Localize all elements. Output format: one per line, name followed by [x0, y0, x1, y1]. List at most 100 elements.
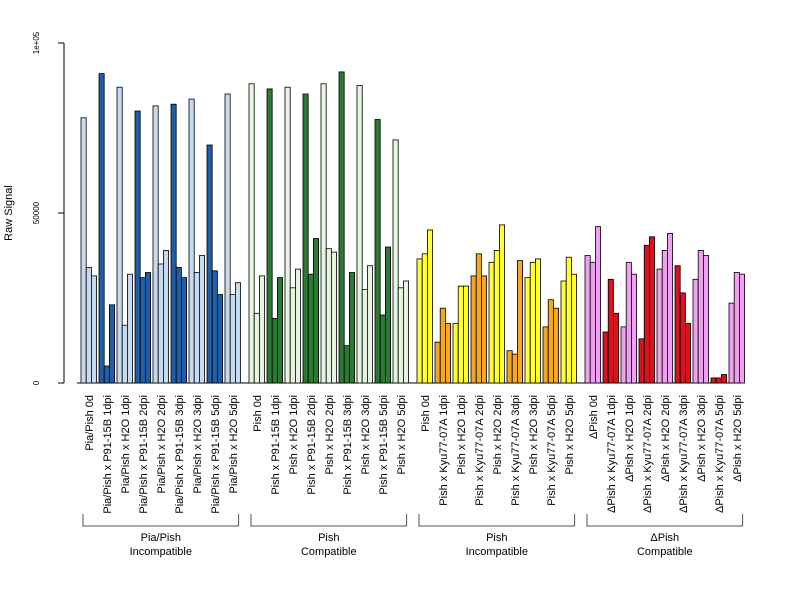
- bar: [103, 365, 110, 384]
- bar: [715, 377, 722, 384]
- bar: [320, 83, 327, 384]
- bar: [506, 350, 513, 384]
- group-bracket: [250, 514, 408, 527]
- group-label-line2: Incompatible: [130, 546, 192, 558]
- bar: [348, 272, 355, 384]
- sample-label: ΔPish x H2O 5dpi: [732, 395, 744, 482]
- bar: [649, 236, 656, 384]
- bar: [289, 287, 296, 384]
- bar: [338, 71, 345, 384]
- bar: [613, 312, 620, 384]
- group-bracket: [418, 514, 576, 527]
- sample-label: Pish x H2O 5dpi: [396, 395, 408, 474]
- bar: [631, 273, 638, 384]
- bar: [294, 268, 301, 384]
- sample-label: Pia/Pish x H2O 2dpi: [156, 395, 168, 493]
- bar: [560, 280, 567, 384]
- sample-label: Pia/Pish x P91-15B 3dpi: [174, 395, 186, 514]
- bar: [234, 282, 241, 384]
- bar: [229, 294, 236, 384]
- bar: [444, 323, 451, 384]
- bar: [343, 345, 350, 384]
- bar: [392, 139, 399, 384]
- group-label-line2: Incompatible: [466, 546, 528, 558]
- group-bracket: [82, 514, 240, 527]
- bar: [157, 263, 164, 384]
- sample-label: Pia/Pish x H2O 1dpi: [120, 395, 132, 493]
- bar: [366, 265, 373, 384]
- group-bracket: [586, 514, 744, 527]
- bar: [312, 238, 319, 384]
- sample-label: Pish x P91-15B 3dpi: [342, 395, 354, 495]
- bar: [721, 374, 728, 384]
- sample-label: Pish x Kyu77-07A 2dpi: [474, 395, 486, 506]
- bar: [271, 317, 278, 384]
- bar: [80, 117, 87, 384]
- bar: [253, 312, 260, 384]
- bar: [175, 266, 182, 384]
- bar: [674, 265, 681, 384]
- sample-label: Pish x H2O 3dpi: [360, 395, 372, 474]
- bar: [248, 83, 255, 384]
- bar: [710, 377, 717, 384]
- bar: [542, 326, 549, 384]
- bar: [498, 224, 505, 384]
- bar: [733, 272, 740, 384]
- bar: [198, 255, 205, 384]
- group-label-line2: Compatible: [301, 546, 357, 558]
- bar: [258, 275, 265, 384]
- bar: [152, 105, 159, 384]
- group-brackets: Pia/Pish Incompatible Pish Compatible Pish In…: [82, 514, 744, 558]
- y-tick-label: 0: [32, 380, 41, 385]
- group-label-line1: ΔPish: [650, 532, 679, 544]
- bar: [216, 294, 223, 384]
- sample-label: Pish x H2O 2dpi: [324, 395, 336, 474]
- sample-label: ΔPish x Kyu77-07A 5dpi: [714, 395, 726, 513]
- bar: [692, 278, 699, 384]
- sample-label: Pish 0d: [252, 395, 264, 432]
- group-label-line1: Pish: [486, 532, 507, 544]
- y-axis-label: Raw Signal: [3, 185, 15, 241]
- bar: [547, 299, 554, 384]
- sample-label: ΔPish x Kyu77-07A 2dpi: [642, 395, 654, 513]
- bar: [180, 277, 187, 384]
- bar: [361, 289, 368, 384]
- bar: [302, 93, 309, 384]
- bar: [470, 275, 477, 384]
- bar: [402, 280, 409, 384]
- sample-label: ΔPish x H2O 3dpi: [696, 395, 708, 482]
- sample-label: ΔPish x Kyu77-07A 1dpi: [606, 395, 618, 513]
- sample-label: Pia/Pish x P91-15B 2dpi: [138, 395, 150, 514]
- bar: [426, 229, 433, 384]
- bar: [524, 277, 531, 384]
- bar: [480, 275, 487, 384]
- bar: [434, 341, 441, 384]
- bar: [139, 277, 146, 384]
- sample-label: ΔPish 0d: [588, 395, 600, 439]
- bar: [685, 323, 692, 384]
- bar: [144, 272, 151, 384]
- sample-label: Pia/Pish x H2O 5dpi: [228, 395, 240, 493]
- sample-label: Pish x H2O 1dpi: [456, 395, 468, 474]
- bar: [307, 273, 314, 384]
- group-label-line1: Pia/Pish: [141, 532, 181, 544]
- bar: [325, 248, 332, 384]
- bar: [643, 244, 650, 384]
- bar: [170, 103, 177, 384]
- sample-label: Pish x Kyu77-07A 1dpi: [438, 395, 450, 506]
- bar: [109, 304, 116, 384]
- sample-label: ΔPish x Kyu77-07A 3dpi: [678, 395, 690, 513]
- bar: [397, 287, 404, 384]
- bar: [224, 93, 231, 384]
- bar: [667, 232, 674, 384]
- bar: [553, 307, 560, 384]
- sample-label: Pia/Pish x H2O 3dpi: [192, 395, 204, 493]
- sample-label: Pia/Pish x P91-15B 1dpi: [102, 395, 114, 514]
- bar: [602, 331, 609, 384]
- bar: [511, 353, 518, 384]
- bar: [697, 249, 704, 384]
- bar: [703, 255, 710, 384]
- bar: [276, 277, 283, 384]
- bar: [638, 338, 645, 384]
